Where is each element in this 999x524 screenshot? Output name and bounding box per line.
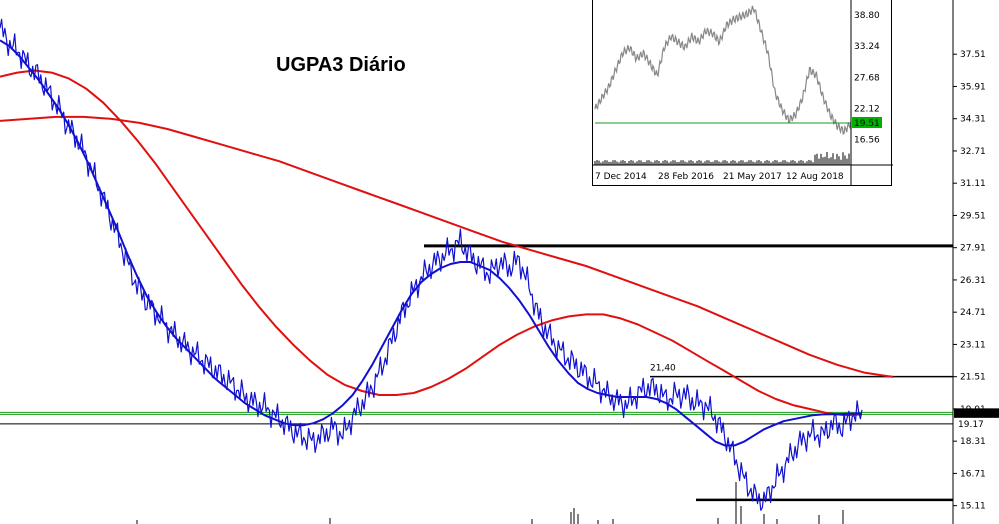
- y-tick-label: 26.31: [960, 276, 986, 286]
- inset-y-tick-label: 27.68: [854, 73, 880, 83]
- y-tick-label: 35.91: [960, 82, 986, 92]
- inset-y-tick-label: 33.24: [854, 42, 880, 52]
- level-annotation: 21,40: [650, 364, 676, 374]
- inset-y-tick-label: 22.12: [854, 104, 880, 114]
- last-price-label-bg: [954, 408, 999, 420]
- chart-title: UGPA3 Diário: [276, 54, 406, 76]
- y-tick-label: 34.31: [960, 115, 986, 125]
- last-price-label: 19.64: [958, 410, 984, 420]
- y-tick-label: 23.11: [960, 340, 986, 350]
- y-tick-label: 18.31: [960, 437, 986, 447]
- y-tick-label: 16.71: [960, 469, 986, 479]
- inset-price-line: [594, 5, 852, 135]
- y-axis: 37.51 35.91 34.31 32.71 31.11 29.51 27.91 26.31…: [952, 0, 999, 524]
- level-label-1917: 19.17: [958, 420, 984, 430]
- inset-x-tick-label: 21 May 2017: [723, 172, 782, 182]
- level-label-1917-bg: [954, 417, 999, 429]
- inset-x-tick-label: 12 Aug 2018: [786, 172, 844, 182]
- inset-last-label-bg: [852, 116, 882, 128]
- plot-area: 21,40: [0, 18, 953, 524]
- inset-y-tick-label: 16.56: [854, 135, 880, 145]
- y-tick-label: 37.51: [960, 50, 986, 60]
- inset-chart: 38.80 33.24 27.68 22.12 16.56 19.51 7 Dec 2014…: [592, 0, 893, 186]
- inset-plot: 38.80 33.24 27.68 22.12 16.56 19.51 7 Dec 2014…: [593, 0, 893, 186]
- y-tick-label: 24.71: [960, 308, 986, 318]
- price-line: [0, 18, 863, 511]
- y-tick-label: 27.91: [960, 244, 986, 254]
- inset-x-tick-label: 7 Dec 2014: [595, 172, 647, 182]
- inset-last-label: 19.51: [854, 119, 880, 129]
- inset-x-tick-label: 28 Feb 2016: [658, 172, 714, 182]
- y-tick-label: 15.11: [960, 502, 986, 512]
- y-tick-label: 32.71: [960, 147, 986, 157]
- long-ma-line: [0, 115, 894, 378]
- inset-y-tick-label: 38.80: [854, 11, 880, 21]
- mid-ma-line: [0, 69, 863, 417]
- y-tick-label: 21.51: [960, 373, 986, 383]
- y-tick-label: 31.11: [960, 179, 986, 189]
- y-tick-label: 29.51: [960, 211, 986, 221]
